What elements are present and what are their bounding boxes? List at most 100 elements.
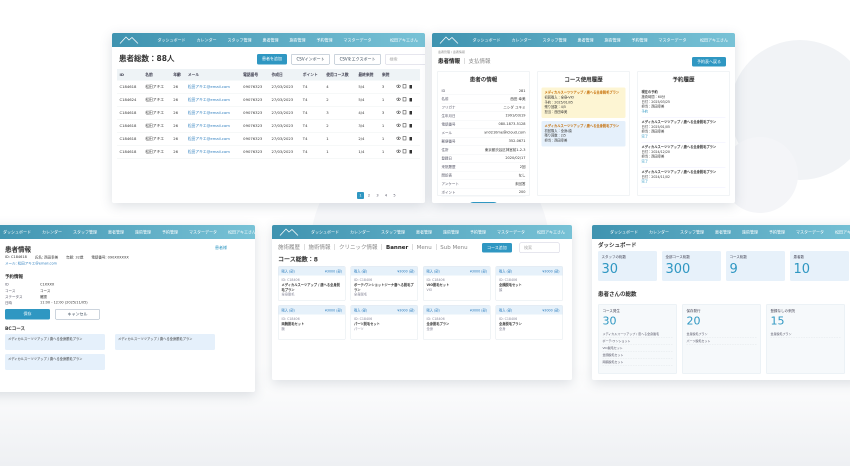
stat-value: 10 — [793, 261, 811, 277]
btn btn-primary[interactable]: コース追加 — [482, 243, 512, 253]
nav-item[interactable]: スタッフ管理 — [680, 229, 704, 235]
nav-item[interactable]: スタッフ管理 — [381, 229, 405, 235]
nav-item[interactable]: カレンダー — [649, 229, 669, 235]
cell: 1/4 — [355, 145, 380, 159]
ccard: 購入 (部) ¥3000 (部) ID: C18406 両腕脱毛セット腕 — [278, 305, 346, 340]
nav-item[interactable]: ダッシュボード — [610, 229, 638, 235]
search-box[interactable]: 検索 — [385, 54, 425, 65]
nav-item[interactable]: 患者管理 — [108, 229, 124, 235]
nav-item[interactable]: ダッシュボード — [3, 229, 31, 235]
card-name: ボーテ・ワンショットジーナ唐へる脱毛プラン — [354, 282, 414, 292]
panel: コース発生 30 メディカルスーツアップ / 唐へる全身脱毛 ボーテ・ワンショット VI… — [598, 304, 677, 374]
card-name: 全顔脱毛セット — [499, 282, 522, 287]
box blue: メディカルスーツツアップ / 唐へる全身脱毛プラン — [5, 334, 105, 350]
box blue: メディカルスーツツアップ / 唐へる全身脱毛プラン — [115, 334, 215, 350]
nav-item[interactable]: マスターデータ — [497, 229, 525, 235]
nav-item[interactable]: 予約管理 — [631, 37, 648, 43]
card-name: パーツ脱毛セット — [354, 321, 380, 326]
page-title: 患者情報 — [5, 246, 32, 254]
nav-item[interactable]: ダッシュボード — [472, 37, 501, 43]
nav-item[interactable]: 予約管理 — [470, 229, 486, 235]
field: 住所 東京都渋谷区神宮前1-2-3 — [441, 146, 526, 155]
nav-item[interactable]: スタッフ管理 — [227, 37, 252, 43]
panel-value: 20 — [686, 315, 701, 328]
res-name: メディカルスーツツアップ / 唐へる全身脱毛プラン — [641, 119, 717, 124]
panel-item: 全身脱毛プラン — [770, 331, 841, 338]
field: 郵便番号 352-0671 — [441, 138, 526, 146]
nav-item[interactable]: マスターデータ — [189, 229, 217, 235]
field-value: C1XXXX — [40, 282, 55, 287]
page-num[interactable]: 1 — [357, 192, 364, 199]
nav-item[interactable]: 施術管理 — [289, 37, 306, 43]
user-name[interactable]: 松田アキエさん — [700, 37, 728, 43]
nav-item[interactable]: マスターデータ — [343, 37, 372, 43]
nav-item[interactable]: ダッシュボード — [157, 37, 186, 43]
tab[interactable]: 施術情報 — [308, 244, 331, 251]
btn btn-primary[interactable]: 予約表へ戻る — [692, 57, 726, 67]
nav-item[interactable]: スタッフ管理 — [542, 37, 567, 43]
nav-item[interactable]: カレンダー — [196, 37, 217, 43]
nav-item[interactable]: カレンダー — [350, 229, 370, 235]
tab tab-active[interactable]: 患者情報 — [438, 58, 460, 65]
panel-value: 30 — [602, 315, 617, 328]
panel-label: コース発生 — [602, 309, 620, 313]
box yellow: メディカルスーツツアップ / 唐へる全身脱毛プラン 初回購入：全身・VIO 予約：2… — [541, 87, 626, 118]
nav-item[interactable]: ダッシュボード — [311, 229, 339, 235]
nav-item[interactable]: 患者管理 — [416, 229, 432, 235]
panel-item: パーツ脱毛セット — [686, 338, 757, 345]
nav-item[interactable]: 患者管理 — [577, 37, 594, 43]
btn btn-primary[interactable]: 患者を追加 — [257, 54, 287, 65]
nav-item[interactable]: 予約管理 — [769, 229, 785, 235]
card-id: ID: C18406 — [354, 317, 373, 321]
user-name[interactable]: 松田アキエさん — [537, 229, 565, 235]
user-name[interactable]: 松田アキエさん — [228, 229, 255, 235]
cell: 26 — [170, 106, 186, 120]
nav-item[interactable]: マスターデータ — [658, 37, 687, 43]
tab[interactable]: Sub Menu — [440, 243, 468, 251]
nav-item[interactable]: 施術管理 — [604, 37, 621, 43]
tab tab-active[interactable]: Banner — [386, 243, 409, 251]
page-num[interactable]: 5 — [393, 193, 396, 198]
nav-item[interactable]: 予約管理 — [162, 229, 178, 235]
btn btn-primary[interactable]: 保存 — [5, 309, 50, 320]
page-num[interactable]: 4 — [384, 193, 388, 198]
page-num[interactable]: 3 — [376, 193, 379, 198]
nav-item[interactable]: 患者管理 — [715, 229, 731, 235]
chead-text: 購入 (部) — [426, 269, 440, 274]
chead-text: ¥3000 (部) — [397, 308, 415, 313]
nav-item[interactable]: 施術管理 — [443, 229, 459, 235]
tab[interactable]: 施術履歴 — [278, 244, 300, 251]
tab[interactable]: クリニック情報 — [339, 244, 378, 251]
btn btn-primary[interactable]: 編集 — [468, 202, 499, 203]
stat-label: コース総数 — [729, 255, 747, 259]
chead: 購入 (部) ¥3000 (部) — [351, 266, 418, 276]
row-actions — [396, 97, 413, 102]
search-box[interactable]: 検索 — [519, 242, 560, 253]
nav-item[interactable]: マスターデータ — [796, 229, 824, 235]
btn btn-outline[interactable]: CSVインポート — [291, 54, 331, 65]
btn btn-outline[interactable]: CSVをエクスポート — [334, 54, 382, 65]
nav-item[interactable]: 施術管理 — [742, 229, 758, 235]
panel-item: メディカルスーツアップ / 唐へる全身脱毛 — [602, 331, 673, 338]
section-title: BCコース — [5, 326, 26, 332]
field-value: 352-0671 — [508, 139, 526, 143]
nav-item[interactable]: 施術管理 — [135, 229, 151, 235]
tab[interactable]: Menu — [416, 243, 432, 251]
card-id: ID: C18406 — [426, 317, 445, 321]
user-name[interactable]: 松田アキエさん — [390, 37, 418, 43]
nav-item[interactable]: 患者管理 — [262, 37, 279, 43]
panel-label: 保存発行 — [686, 309, 701, 313]
btn btn-outline[interactable]: キャンセル — [55, 309, 100, 320]
panel: 登録なしの来院 15 全身脱毛プラン — [766, 304, 845, 374]
stat-value: 300 — [665, 261, 691, 277]
nav-item[interactable]: カレンダー — [511, 37, 532, 43]
page-num[interactable]: 2 — [367, 193, 371, 198]
nav-item[interactable]: カレンダー — [42, 229, 62, 235]
chead-text: 購入 (部) — [499, 269, 513, 274]
box-name: メディカルスーツツアップ / 唐へる全身脱毛プラン — [544, 123, 620, 128]
tab[interactable]: 支払情報 — [468, 58, 491, 65]
nav-item[interactable]: スタッフ管理 — [73, 229, 97, 235]
nav-item[interactable]: 予約管理 — [316, 37, 333, 43]
user-name[interactable]: 松田アキエさん — [835, 229, 850, 235]
box-line: 残り回数：4/5 — [544, 105, 566, 110]
